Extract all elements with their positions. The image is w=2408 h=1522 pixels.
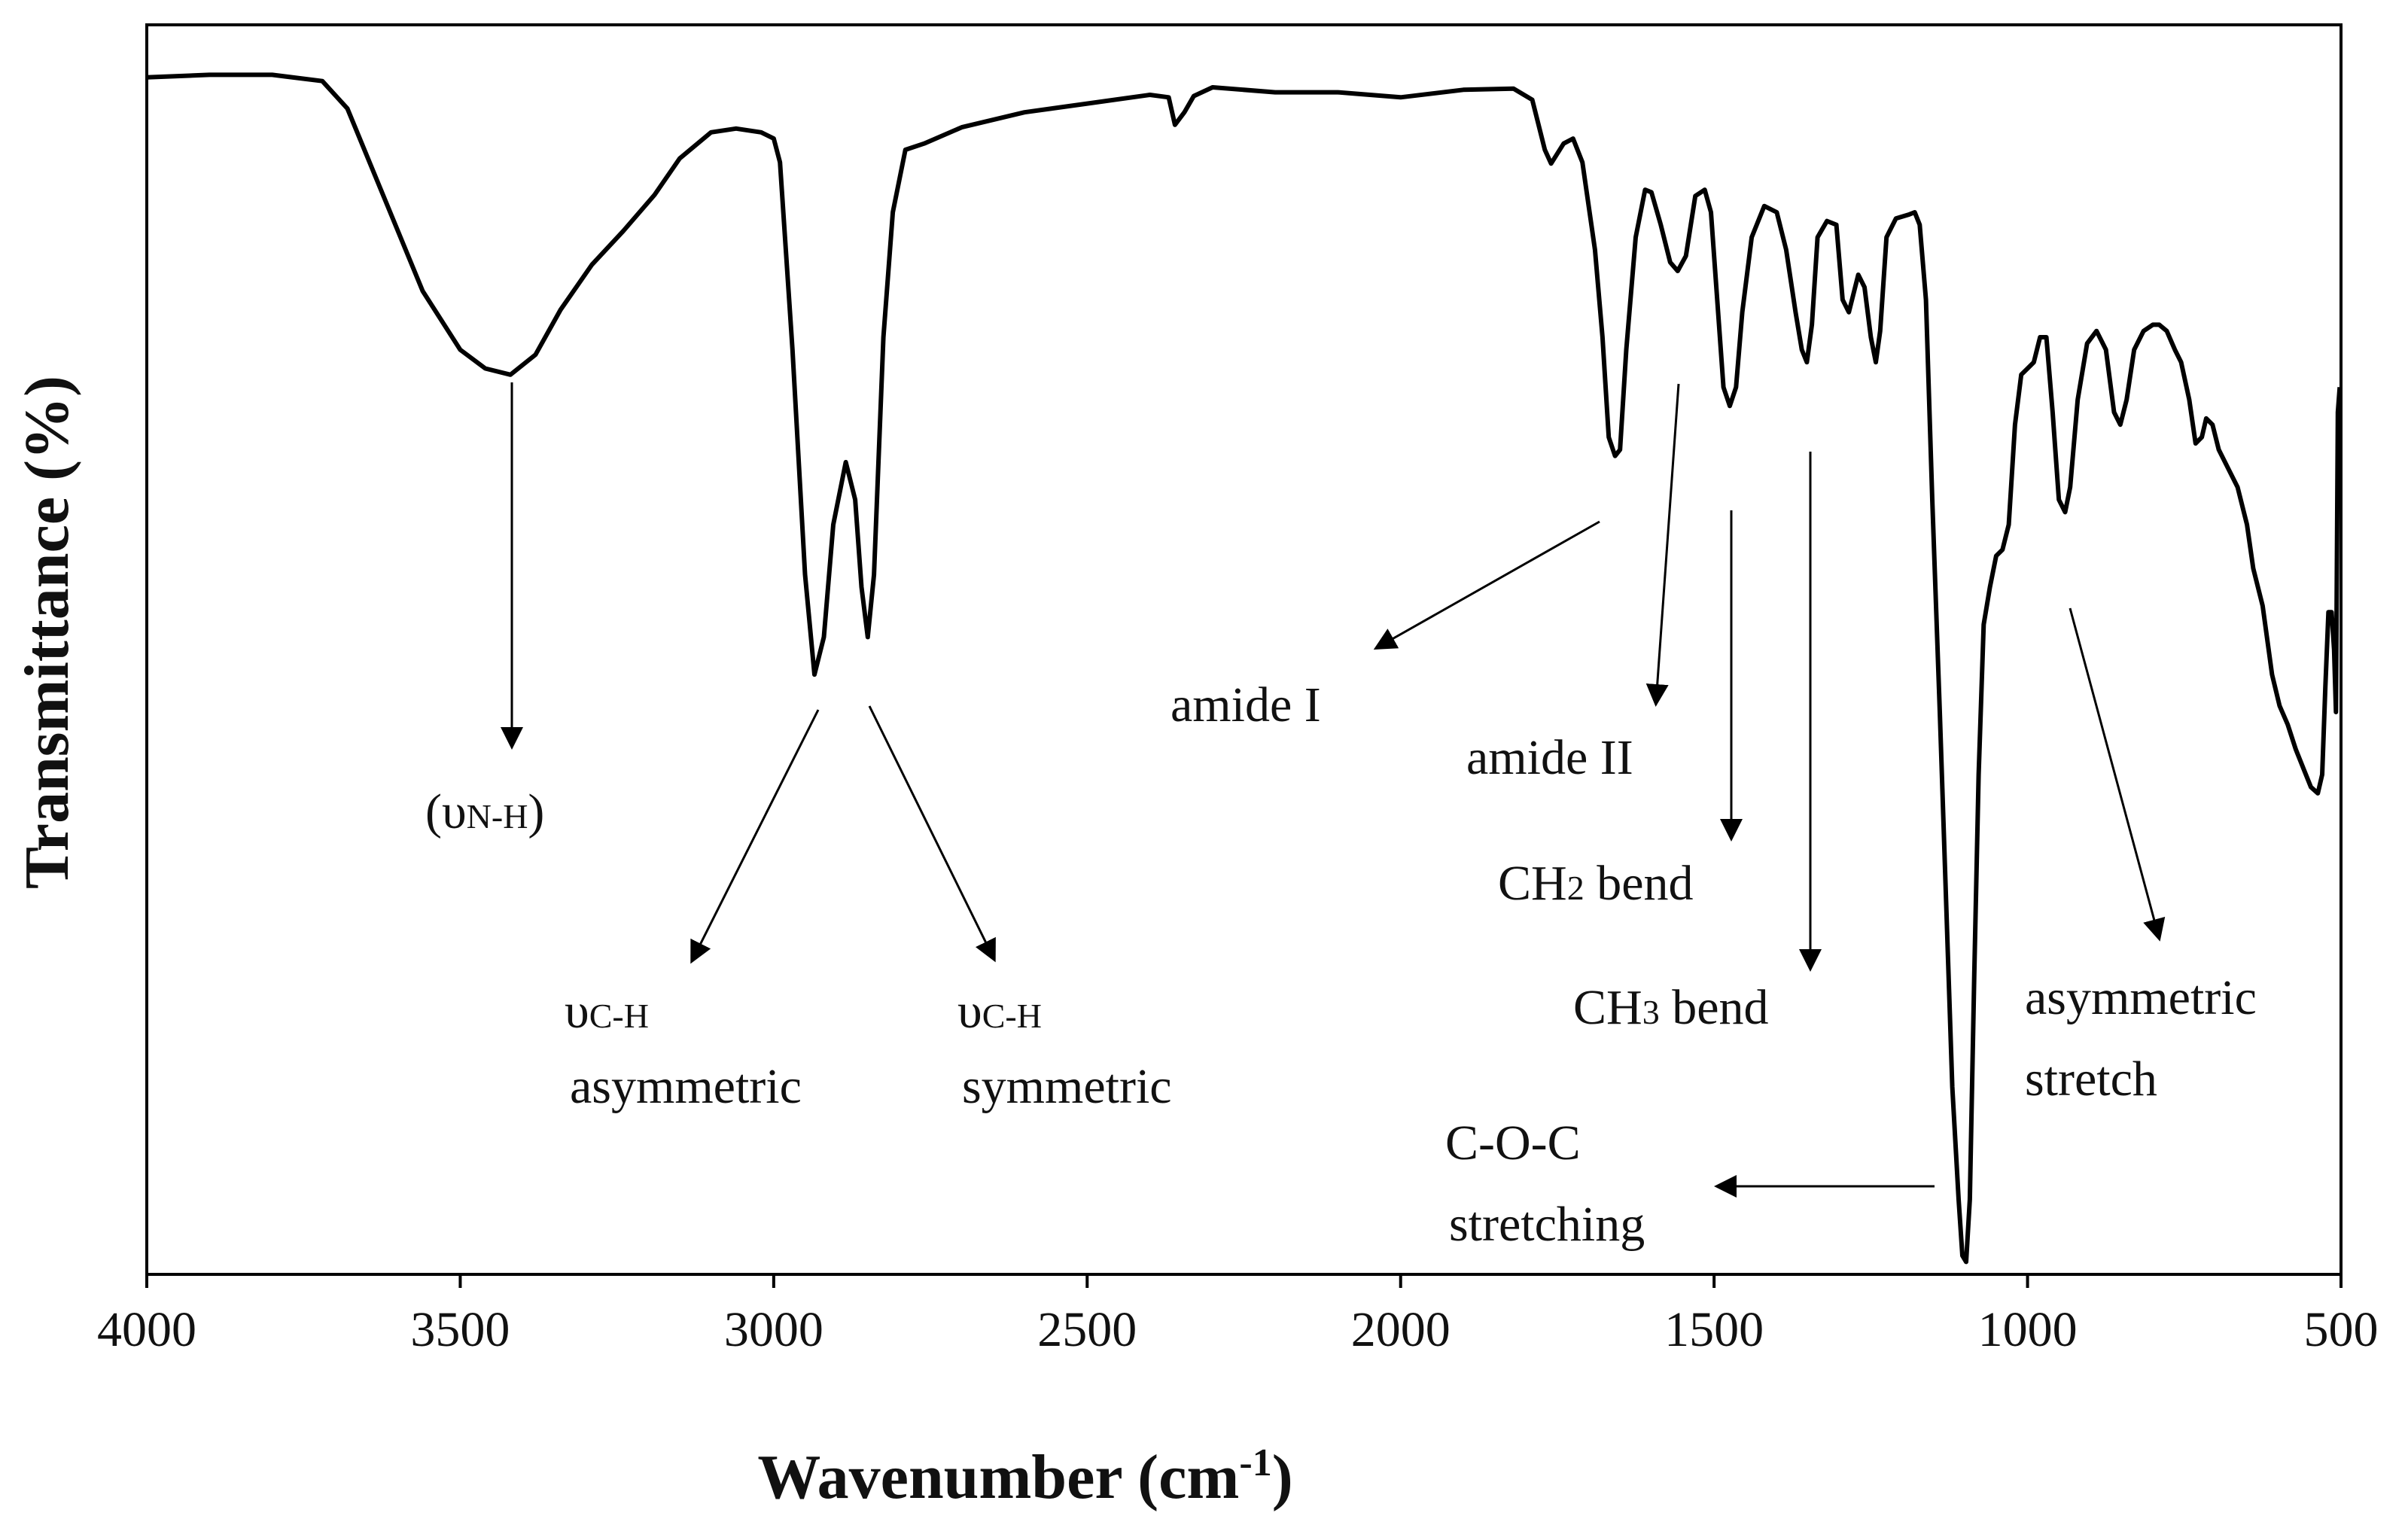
label-ch-asym-sub: C-H [589, 997, 649, 1035]
plot-frame [145, 23, 2343, 1276]
x-tick-label: 3000 [724, 1302, 823, 1357]
arrow-ch-sym [868, 705, 996, 963]
label-ch2-tail: bend [1585, 856, 1694, 911]
label-ch2-sub: 2 [1567, 869, 1585, 907]
x-tick-label: 2000 [1351, 1302, 1451, 1357]
label-ch2-main: CH [1498, 856, 1567, 911]
label-ch-sym-sub: C-H [982, 997, 1042, 1035]
label-amide1: amide I [1171, 677, 1321, 732]
x-axis-title-sup: -1 [1239, 1441, 1271, 1484]
label-nh-sub: N-H [467, 797, 528, 836]
x-axis-title: Wavenumber (cm-1) [757, 1441, 1292, 1512]
label-ch-sym-main: υ [957, 984, 982, 1039]
label-ch2: CH2 bend [1498, 856, 1693, 911]
arrow-ch-asym [690, 709, 820, 964]
label-ch-asym: υC-H [565, 984, 649, 1039]
x-tick-label: 4000 [97, 1302, 196, 1357]
label-asym-line2: stretch [2025, 1052, 2157, 1106]
label-nh: (υN-H) [425, 784, 544, 839]
x-axis-title-main: Wavenumber (cm [757, 1442, 1239, 1512]
y-axis-title: Transmittance (%) [12, 376, 82, 889]
x-tick-label: 2500 [1037, 1302, 1137, 1357]
arrow-amide1 [1373, 520, 1600, 650]
x-tick-label: 3500 [410, 1302, 510, 1357]
x-tick-label: 500 [2304, 1302, 2379, 1357]
arrow-amide2 [1645, 383, 1680, 707]
x-tick-label: 1000 [1978, 1302, 2078, 1357]
annotation-labels: (υN-H) υC-H asymmetric υC-H symmetric am… [425, 677, 2257, 1252]
label-ch3-main: CH [1573, 980, 1642, 1035]
spectrum-line [146, 72, 2343, 1265]
label-coc: C-O-C [1445, 1116, 1581, 1170]
label-asym: asymmetric [2025, 970, 2257, 1025]
label-ch3-sub: 3 [1642, 993, 1660, 1031]
label-coc-line2: stretching [1449, 1197, 1645, 1252]
label-ch-sym-line2: symmetric [962, 1059, 1172, 1114]
label-amide2: amide II [1466, 730, 1633, 785]
x-axis-ticks: 4000 3500 3000 2500 2000 1500 1000 500 [97, 1274, 2379, 1357]
label-ch-sym: υC-H [957, 984, 1042, 1039]
label-ch-asym-main: υ [565, 984, 589, 1039]
label-ch3-tail: bend [1660, 980, 1769, 1035]
x-axis-title-close: ) [1272, 1442, 1293, 1512]
x-tick-label: 1500 [1664, 1302, 1764, 1357]
annotation-arrows [501, 382, 2166, 1198]
label-nh-main: (υ [425, 784, 467, 839]
label-ch-asym-line2: asymmetric [570, 1059, 802, 1114]
arrow-asym [2069, 607, 2166, 942]
label-nh-tail: ) [528, 784, 544, 839]
label-ch3: CH3 bend [1573, 980, 1768, 1035]
